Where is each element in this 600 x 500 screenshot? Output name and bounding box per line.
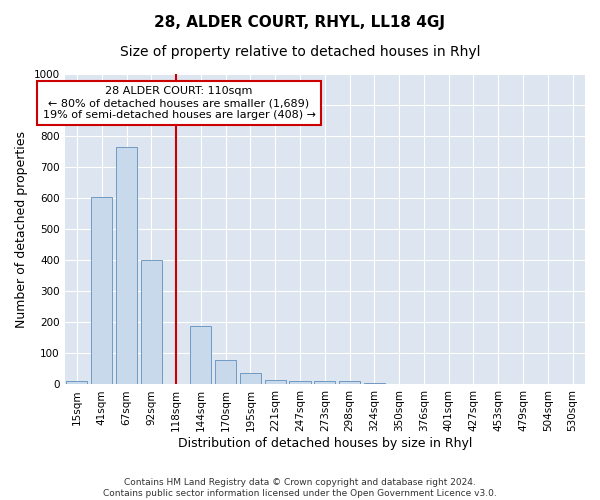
X-axis label: Distribution of detached houses by size in Rhyl: Distribution of detached houses by size … xyxy=(178,437,472,450)
Text: 28, ALDER COURT, RHYL, LL18 4GJ: 28, ALDER COURT, RHYL, LL18 4GJ xyxy=(155,15,445,30)
Bar xyxy=(240,372,261,384)
Bar xyxy=(190,326,211,384)
Bar xyxy=(116,147,137,384)
Bar xyxy=(141,260,162,384)
Y-axis label: Number of detached properties: Number of detached properties xyxy=(15,130,28,328)
Text: Size of property relative to detached houses in Rhyl: Size of property relative to detached ho… xyxy=(120,45,480,59)
Bar xyxy=(67,380,88,384)
Bar xyxy=(289,382,311,384)
Bar xyxy=(215,360,236,384)
Bar xyxy=(339,380,360,384)
Bar xyxy=(91,196,112,384)
Bar xyxy=(314,382,335,384)
Bar xyxy=(265,380,286,384)
Text: Contains HM Land Registry data © Crown copyright and database right 2024.
Contai: Contains HM Land Registry data © Crown c… xyxy=(103,478,497,498)
Text: 28 ALDER COURT: 110sqm
← 80% of detached houses are smaller (1,689)
19% of semi-: 28 ALDER COURT: 110sqm ← 80% of detached… xyxy=(43,86,316,120)
Bar xyxy=(364,383,385,384)
